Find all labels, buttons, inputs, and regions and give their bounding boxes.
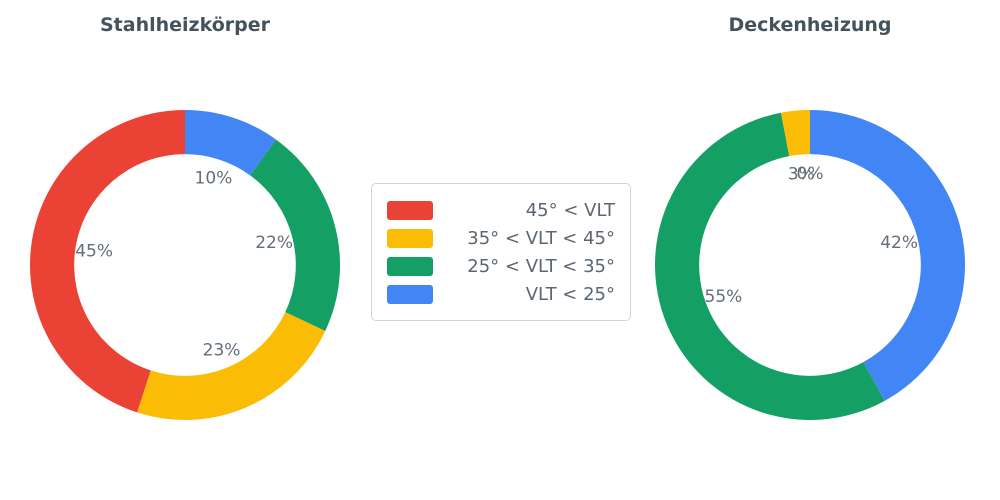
legend-item: 25° < VLT < 35° (387, 253, 615, 279)
legend-swatch (387, 284, 433, 304)
donut-deckenheizung: 42% 55% 3% 0% (640, 95, 980, 435)
legend-swatch (387, 256, 433, 276)
legend-item: 35° < VLT < 45° (387, 225, 615, 251)
slice-label: 23% (203, 340, 241, 360)
slice-label: 10% (195, 168, 233, 188)
donut-svg: 42% 55% 3%0% (654, 110, 965, 421)
slice-label: 3% (788, 164, 815, 184)
chart-stahlheizkoerper: Stahlheizkörper 10% 22% 23% 45% (15, 12, 355, 435)
legend-item: VLT < 25° (387, 281, 615, 307)
slice-label: 42% (880, 233, 918, 253)
donut-segment (810, 110, 965, 401)
slice-label: 55% (705, 287, 743, 307)
slice-label: 22% (255, 233, 293, 253)
donut-segment (30, 110, 185, 413)
donut-svg: 10% 22% 23% 45% (30, 110, 340, 420)
legend-item-label: 25° < VLT < 35° (467, 255, 615, 277)
chart-title-deckenheizung: Deckenheizung (728, 14, 892, 36)
donut-segment (780, 110, 810, 157)
donut-segment (654, 112, 885, 421)
legend: 45° < VLT 35° < VLT < 45° 25° < VLT < 35° V… (371, 183, 631, 321)
chart-title-stahlheizkoerper: Stahlheizkörper (99, 14, 271, 36)
chart-deckenheizung: Deckenheizung 42% 55% 3% 0% (640, 12, 980, 435)
slice-label: 0% (797, 164, 824, 184)
legend-swatch (387, 200, 433, 220)
legend-swatch (387, 228, 433, 248)
donut-segment (250, 139, 340, 331)
donut-stahlheizkoerper: 10% 22% 23% 45% (15, 95, 355, 435)
donut-segment (137, 312, 326, 420)
slice-label: 45% (75, 242, 113, 262)
donut-segment (185, 110, 277, 176)
legend-item-label: VLT < 25° (525, 283, 615, 305)
legend-item: 45° < VLT (387, 197, 615, 223)
legend-item-label: 35° < VLT < 45° (467, 227, 615, 249)
legend-item-label: 45° < VLT (525, 199, 615, 221)
